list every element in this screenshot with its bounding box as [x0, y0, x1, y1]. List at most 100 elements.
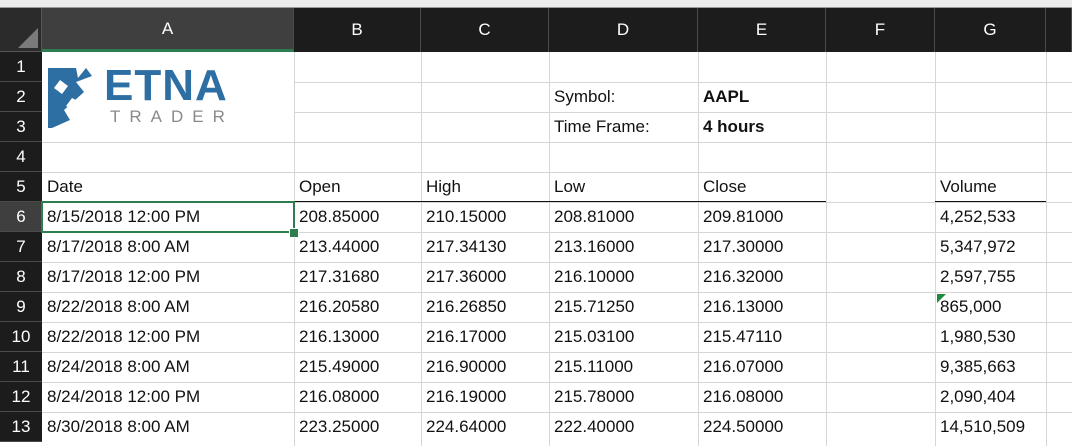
etna-trader-logo: ETNA TRADER [48, 61, 234, 128]
gridline [698, 52, 699, 446]
cell-date[interactable]: 8/22/2018 8:00 AM [47, 297, 190, 316]
gridline [42, 262, 1072, 263]
cell-close[interactable]: 216.08000 [703, 387, 784, 406]
column-header-f[interactable]: F [826, 8, 935, 52]
cell-close[interactable]: 209.81000 [703, 207, 784, 226]
row-header-1[interactable]: 1 [0, 52, 42, 82]
cell-date[interactable]: 8/24/2018 8:00 AM [47, 357, 190, 376]
timeframe-label[interactable]: Time Frame: [554, 117, 650, 136]
row-header-5[interactable]: 5 [0, 172, 42, 202]
cell-low[interactable]: 213.16000 [554, 237, 635, 256]
gridline [294, 52, 295, 446]
cell-open[interactable]: 208.85000 [299, 207, 380, 226]
cell-high[interactable]: 210.15000 [426, 207, 507, 226]
cell-volume[interactable]: 5,347,972 [940, 237, 1016, 256]
cell-high[interactable]: 217.36000 [426, 267, 507, 286]
column-header-e[interactable]: E [698, 8, 826, 52]
cell-open[interactable]: 216.13000 [299, 327, 380, 346]
row-header-9[interactable]: 9 [0, 292, 42, 322]
cell-open[interactable]: 213.44000 [299, 237, 380, 256]
row-header-10[interactable]: 10 [0, 322, 42, 352]
row-header-11[interactable]: 11 [0, 352, 42, 382]
cell-close[interactable]: 224.50000 [703, 417, 784, 436]
gridline [42, 292, 1072, 293]
cell-low[interactable]: 215.71250 [554, 297, 635, 316]
gridline [549, 52, 550, 446]
select-all-triangle-icon [18, 28, 38, 48]
column-header-c[interactable]: C [421, 8, 549, 52]
cell-close[interactable]: 217.30000 [703, 237, 784, 256]
gridline [42, 232, 1072, 233]
column-header-a[interactable]: A [42, 8, 294, 52]
cell-date[interactable]: 8/15/2018 12:00 PM [47, 207, 201, 226]
cell-open[interactable]: 216.08000 [299, 387, 380, 406]
cell-high[interactable]: 216.26850 [426, 297, 507, 316]
cell-open[interactable]: 223.25000 [299, 417, 380, 436]
row-header-2[interactable]: 2 [0, 82, 42, 112]
cell-date[interactable]: 8/17/2018 12:00 PM [47, 267, 201, 286]
cell-close[interactable]: 216.13000 [703, 297, 784, 316]
row-header-13[interactable]: 13 [0, 412, 42, 442]
cell-volume[interactable]: 9,385,663 [940, 357, 1016, 376]
gridline [42, 172, 1072, 173]
cell-low[interactable]: 215.03100 [554, 327, 635, 346]
select-all-button[interactable] [0, 8, 42, 52]
header-open[interactable]: Open [294, 172, 421, 202]
timeframe-value[interactable]: 4 hours [703, 117, 765, 136]
cell-volume[interactable]: 14,510,509 [940, 417, 1026, 436]
gridline [1046, 52, 1047, 446]
symbol-value[interactable]: AAPL [703, 87, 750, 106]
cell-low[interactable]: 215.78000 [554, 387, 635, 406]
header-low[interactable]: Low [549, 172, 698, 202]
cell-open[interactable]: 216.20580 [299, 297, 380, 316]
cell-close[interactable]: 216.32000 [703, 267, 784, 286]
gridline [826, 52, 827, 446]
cell-volume[interactable]: 2,597,755 [940, 267, 1016, 286]
cell-low[interactable]: 215.11000 [554, 357, 634, 376]
column-header-g[interactable]: G [935, 8, 1046, 52]
error-indicator-icon[interactable] [937, 294, 946, 303]
header-close[interactable]: Close [698, 172, 826, 202]
gridline [42, 382, 1072, 383]
header-high[interactable]: High [421, 172, 549, 202]
row-header-7[interactable]: 7 [0, 232, 42, 262]
cell-date[interactable]: 8/17/2018 8:00 AM [47, 237, 190, 256]
cell-open[interactable]: 215.49000 [299, 357, 380, 376]
cell-date[interactable]: 8/24/2018 12:00 PM [47, 387, 201, 406]
column-header-h[interactable] [1046, 8, 1072, 52]
gridline [294, 82, 1072, 83]
cell-high[interactable]: 217.34130 [426, 237, 507, 256]
cell-volume[interactable]: 4,252,533 [940, 207, 1016, 226]
cell-volume[interactable]: 2,090,404 [940, 387, 1016, 406]
cell-volume[interactable]: 1,980,530 [940, 327, 1016, 346]
row-header-4[interactable]: 4 [0, 142, 42, 172]
symbol-label[interactable]: Symbol: [554, 87, 616, 106]
gridline [42, 142, 1072, 143]
gridline [935, 52, 936, 446]
column-header-b[interactable]: B [294, 8, 421, 52]
cell-low[interactable]: 222.40000 [554, 417, 635, 436]
cell-high[interactable]: 224.64000 [426, 417, 507, 436]
cell-low[interactable]: 208.81000 [554, 207, 635, 226]
row-header-8[interactable]: 8 [0, 262, 42, 292]
gridline [421, 52, 422, 446]
fill-handle[interactable] [289, 228, 299, 238]
row-header-12[interactable]: 12 [0, 382, 42, 412]
cell-low[interactable]: 216.10000 [554, 267, 635, 286]
cell-close[interactable]: 216.07000 [703, 357, 784, 376]
header-date[interactable]: Date [42, 172, 294, 202]
cell-date[interactable]: 8/22/2018 12:00 PM [47, 327, 201, 346]
cell-high[interactable]: 216.17000 [426, 327, 507, 346]
cell-date[interactable]: 8/30/2018 8:00 AM [47, 417, 190, 436]
cell-close[interactable]: 215.47110 [703, 327, 783, 346]
cell-high[interactable]: 216.90000 [426, 357, 507, 376]
cell-high[interactable]: 216.19000 [426, 387, 507, 406]
row-header-6[interactable]: 6 [0, 202, 42, 232]
row-header-3[interactable]: 3 [0, 112, 42, 142]
cell-open[interactable]: 217.31680 [299, 267, 380, 286]
column-header-d[interactable]: D [549, 8, 698, 52]
header-volume[interactable]: Volume [935, 172, 1046, 202]
gridline [42, 322, 1072, 323]
logo-sub-text: TRADER [110, 107, 234, 126]
cell-volume[interactable]: 865,000 [940, 297, 1002, 316]
